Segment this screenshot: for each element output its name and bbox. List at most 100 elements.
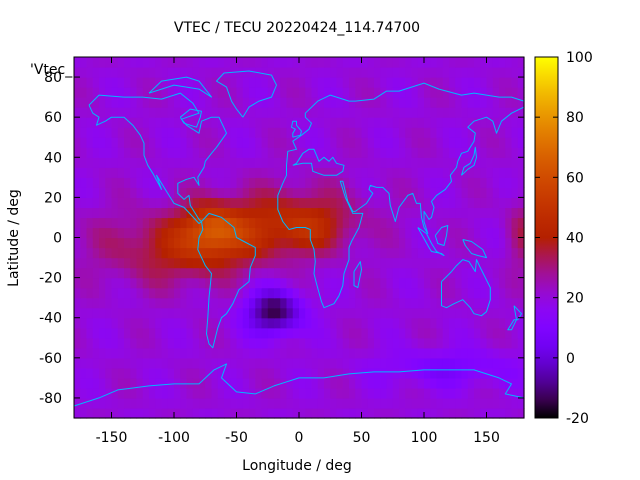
heatmap-cell — [367, 187, 375, 198]
heatmap-cell — [442, 337, 450, 349]
heatmap-cell — [124, 97, 131, 108]
heatmap-cell — [292, 247, 300, 259]
heatmap-cell — [292, 367, 300, 379]
heatmap-cell — [492, 217, 500, 229]
heatmap-cell — [474, 87, 481, 98]
heatmap-cell — [386, 257, 394, 269]
heatmap-cell — [286, 67, 294, 78]
heatmap-cell — [517, 397, 525, 409]
heatmap-cell — [267, 107, 275, 118]
heatmap-cell — [399, 357, 406, 369]
heatmap-cell — [180, 247, 188, 259]
heatmap-cell — [517, 187, 525, 198]
x-tick-label: -50 — [225, 430, 248, 446]
heatmap-cell — [92, 87, 100, 98]
heatmap-cell — [417, 287, 425, 299]
heatmap-cell — [292, 57, 300, 68]
heatmap-cell — [142, 367, 150, 379]
heatmap-cell — [292, 107, 300, 118]
heatmap-cell — [430, 57, 438, 68]
heatmap-cell — [436, 117, 444, 128]
heatmap-cell — [336, 67, 344, 78]
heatmap-cell — [499, 207, 506, 219]
heatmap-cell — [261, 107, 269, 118]
heatmap-cell — [130, 307, 138, 319]
heatmap-cell — [149, 367, 156, 379]
heatmap-cell — [167, 337, 175, 349]
heatmap-cell — [399, 127, 406, 138]
heatmap-cell — [417, 307, 425, 319]
heatmap-cell — [86, 287, 94, 299]
heatmap-cell — [517, 57, 525, 68]
heatmap-cell — [105, 197, 113, 209]
heatmap-cell — [249, 97, 256, 108]
heatmap-cell — [417, 347, 425, 359]
heatmap-cell — [455, 117, 463, 128]
heatmap-cell — [286, 77, 294, 88]
heatmap-cell — [149, 77, 156, 88]
heatmap-cell — [174, 97, 181, 108]
heatmap-cell — [80, 277, 88, 289]
heatmap-cell — [199, 307, 206, 319]
heatmap-cell — [317, 287, 325, 299]
heatmap-cell — [511, 337, 519, 349]
heatmap-cell — [217, 127, 225, 138]
heatmap-cell — [80, 57, 88, 68]
heatmap-cell — [224, 317, 231, 329]
heatmap-cell — [155, 207, 163, 219]
heatmap-cell — [86, 227, 94, 239]
heatmap-cell — [305, 87, 313, 98]
heatmap-cell — [174, 287, 181, 299]
heatmap-cell — [386, 287, 394, 299]
heatmap-cell — [261, 297, 269, 309]
heatmap-cell — [455, 87, 463, 98]
heatmap-cell — [355, 397, 363, 409]
heatmap-cell — [124, 227, 131, 239]
heatmap-cell — [361, 157, 369, 168]
heatmap-cell — [505, 157, 513, 168]
heatmap-cell — [249, 227, 256, 239]
heatmap-cell — [492, 287, 500, 299]
heatmap-cell — [436, 217, 444, 229]
heatmap-cell — [492, 377, 500, 389]
heatmap-cell — [111, 337, 119, 349]
heatmap-cell — [149, 57, 156, 68]
heatmap-cell — [442, 387, 450, 399]
heatmap-cell — [217, 57, 225, 68]
heatmap-cell — [280, 347, 288, 359]
heatmap-cell — [386, 137, 394, 148]
heatmap-cell — [305, 177, 313, 188]
heatmap-cell — [411, 347, 419, 359]
heatmap-cell — [142, 217, 150, 229]
heatmap-cell — [167, 67, 175, 78]
heatmap-cell — [249, 177, 256, 188]
heatmap-cell — [74, 127, 81, 138]
heatmap-cell — [392, 147, 400, 158]
heatmap-cell — [261, 337, 269, 349]
heatmap-cell — [205, 177, 213, 188]
heatmap-cell — [305, 407, 313, 419]
heatmap-cell — [261, 197, 269, 209]
heatmap-cell — [286, 227, 294, 239]
heatmap-cell — [74, 207, 81, 219]
coast-indonesia — [417, 227, 445, 256]
heatmap-cell — [361, 217, 369, 229]
heatmap-cell — [430, 127, 438, 138]
heatmap-cell — [411, 307, 419, 319]
heatmap-cell — [249, 167, 256, 178]
heatmap-cell — [455, 77, 463, 88]
heatmap-cell — [467, 147, 475, 158]
heatmap-cell — [161, 237, 169, 249]
heatmap-cell — [392, 267, 400, 279]
heatmap-cell — [217, 217, 225, 229]
heatmap-cell — [80, 77, 88, 88]
heatmap-cell — [305, 257, 313, 269]
heatmap-cell — [305, 217, 313, 229]
heatmap-cell — [486, 167, 494, 178]
heatmap-cell — [224, 387, 231, 399]
heatmap-cell — [161, 187, 169, 198]
heatmap-cell — [211, 277, 219, 289]
heatmap-cell — [230, 137, 238, 148]
heatmap-cell — [336, 357, 344, 369]
heatmap-cell — [405, 397, 413, 409]
